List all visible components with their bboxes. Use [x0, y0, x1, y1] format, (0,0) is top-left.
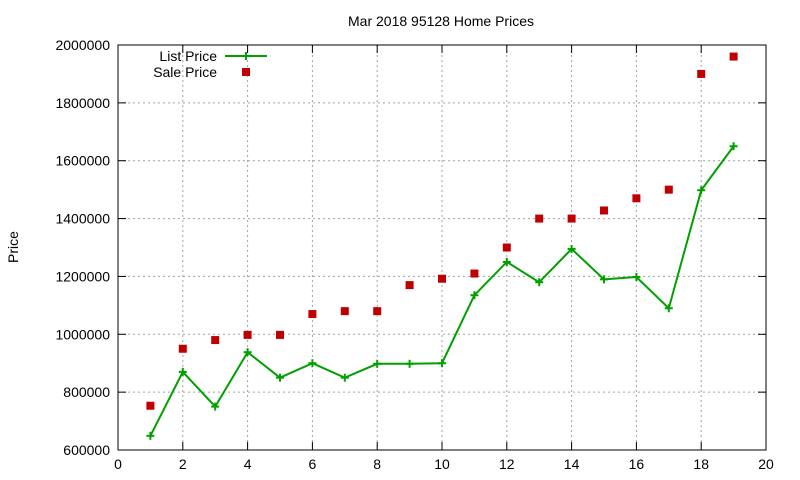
tick-label-x: 18 — [693, 456, 709, 472]
point-list-price — [211, 402, 220, 411]
point-list-price — [502, 257, 511, 266]
tick-label-y: 1600000 — [55, 153, 110, 169]
tick-label-y: 600000 — [63, 442, 110, 458]
point-sale-price — [146, 401, 155, 410]
point-sale-price — [243, 330, 252, 339]
tick-label-x: 14 — [564, 456, 580, 472]
point-sale-price — [405, 281, 414, 290]
point-list-price — [664, 304, 673, 313]
grid — [118, 45, 766, 450]
axis-ticks: 600000 800000 1000000 1200000 1400000 1600000… — [55, 37, 774, 472]
tick-label-x: 20 — [758, 456, 774, 472]
point-sale-price — [276, 330, 284, 339]
point-sale-price — [502, 243, 511, 252]
legend: List Price Sale Price — [153, 48, 267, 80]
point-list-price — [567, 244, 576, 253]
point-list-price — [405, 359, 414, 368]
series — [146, 52, 738, 440]
tick-label-x: 10 — [434, 456, 450, 472]
point-sale-price — [373, 307, 382, 316]
point-sale-price — [664, 185, 673, 194]
point-list-price — [276, 373, 284, 382]
tick-label-x: 16 — [629, 456, 645, 472]
tick-label-x: 0 — [114, 456, 122, 472]
point-list-price — [243, 348, 252, 357]
chart-title: Mar 2018 95128 Home Prices — [348, 13, 534, 29]
point-list-price — [729, 142, 738, 151]
point-sale-price — [470, 269, 479, 278]
point-list-price — [438, 359, 446, 368]
point-sale-price — [178, 344, 187, 353]
tick-label-x: 8 — [373, 456, 381, 472]
tick-label-x: 4 — [244, 456, 252, 472]
tick-label-y: 1000000 — [55, 326, 110, 342]
point-sale-price — [567, 214, 576, 223]
tick-label-y: 1400000 — [55, 211, 110, 227]
y-axis-label: Price — [5, 231, 21, 263]
point-list-price — [632, 273, 641, 282]
point-sale-price — [438, 274, 446, 283]
tick-label-x: 6 — [309, 456, 317, 472]
point-sale-price — [697, 69, 706, 78]
point-list-price — [535, 278, 544, 287]
point-sale-price — [535, 214, 544, 223]
point-sale-price — [211, 336, 220, 345]
tick-label-y: 2000000 — [55, 37, 110, 53]
point-sale-price — [729, 52, 738, 61]
tick-label-x: 12 — [499, 456, 515, 472]
point-list-price — [178, 367, 187, 376]
point-sale-price — [340, 307, 349, 316]
point-sale-price — [632, 194, 641, 203]
legend-sample-sale-price — [242, 68, 250, 76]
point-list-price — [470, 291, 479, 300]
point-list-price — [308, 359, 317, 368]
tick-label-y: 800000 — [63, 384, 110, 400]
legend-label-sale-price: Sale Price — [153, 64, 217, 80]
point-list-price — [697, 186, 706, 195]
point-list-price — [146, 431, 155, 440]
point-list-price — [600, 275, 608, 284]
tick-label-y: 1200000 — [55, 268, 110, 284]
point-list-price — [340, 373, 349, 382]
legend-label-list-price: List Price — [159, 48, 217, 64]
legend-sample-list-price — [225, 52, 267, 60]
point-list-price — [373, 359, 382, 368]
tick-label-x: 2 — [179, 456, 187, 472]
tick-label-y: 1800000 — [55, 95, 110, 111]
point-sale-price — [308, 310, 317, 319]
legend-square — [242, 68, 250, 76]
point-sale-price — [600, 206, 608, 215]
